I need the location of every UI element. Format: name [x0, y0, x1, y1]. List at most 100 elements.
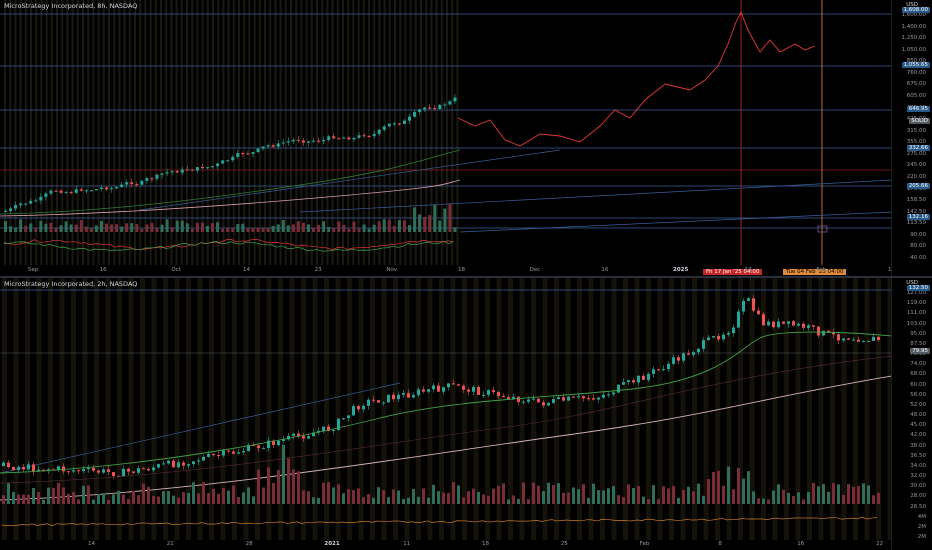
- price-tick-label: 80.00: [910, 243, 926, 250]
- volume-bar: [477, 491, 480, 504]
- candle-body: [477, 386, 480, 395]
- volume-bar: [102, 493, 105, 504]
- candle-body: [577, 396, 580, 398]
- candle-body: [115, 187, 119, 189]
- session-stripe: [439, 278, 444, 540]
- top-currency-label: USD: [906, 2, 918, 8]
- top-chart-canvas[interactable]: [0, 0, 892, 276]
- volume-bar: [122, 494, 125, 504]
- volume-bar: [317, 224, 321, 232]
- candle-body: [332, 430, 335, 432]
- candle-body: [392, 394, 395, 400]
- bottom-price-axis[interactable]: USD 127.00 119.00 111.00 103.00 95.00 87.50 79…: [891, 278, 932, 550]
- volume-bar: [92, 499, 95, 504]
- candle-body: [281, 142, 285, 144]
- candle-body: [24, 203, 28, 205]
- price-tick-label: 275.00: [906, 150, 926, 157]
- session-stripe: [128, 0, 131, 265]
- bottom-time-axis[interactable]: 14 21 28 2021 11 18 25 Feb 8 16 22: [0, 540, 892, 550]
- volume-bar: [84, 226, 88, 232]
- time-tick-label: 14: [744, 267, 752, 273]
- volume-bar: [94, 225, 98, 232]
- top-chart-pane[interactable]: MicroStrategy Incorporated, 8h, NASDAQ U…: [0, 0, 932, 276]
- candle-body: [99, 187, 103, 190]
- session-stripe: [105, 278, 111, 540]
- price-tick-label: 38.00: [910, 442, 926, 449]
- candle-body: [402, 120, 406, 125]
- top-price-axis[interactable]: USD 1,600.00 1,400.00 1,250.00 1,050.00 850.…: [891, 0, 932, 276]
- session-stripe: [71, 278, 76, 540]
- volume-bar: [487, 495, 490, 504]
- candle-body: [74, 189, 78, 193]
- volume-bar: [687, 486, 690, 504]
- candle-body: [417, 389, 420, 396]
- session-stripe: [761, 278, 766, 540]
- session-stripe: [290, 0, 292, 265]
- top-time-axis[interactable]: Fri 17 Jan '25 04:00 Tue 04 Feb '25 04:0…: [0, 266, 892, 276]
- price-tick-label: 605.00: [906, 93, 926, 99]
- volume-bar: [737, 467, 740, 504]
- candle-body: [59, 190, 63, 193]
- candle-body: [32, 464, 35, 472]
- session-stripe: [301, 278, 306, 540]
- time-tick-label: Feb: [816, 267, 827, 273]
- session-stripe: [634, 278, 640, 540]
- candle-body: [462, 385, 465, 390]
- volume-bar: [387, 497, 390, 504]
- candle-body: [807, 325, 810, 328]
- volume-bar: [437, 491, 440, 504]
- candle-body: [402, 393, 405, 395]
- volume-bar: [732, 489, 735, 504]
- session-stripe: [336, 0, 339, 265]
- candle-body: [14, 205, 18, 209]
- trend-line: [139, 149, 561, 211]
- volume-bar: [397, 490, 400, 504]
- volume-bar: [39, 220, 43, 232]
- price-tick-label: 36.50: [910, 452, 926, 459]
- session-stripe: [108, 0, 110, 265]
- candle-body: [272, 440, 275, 446]
- volume-bar: [438, 220, 442, 232]
- price-tick-label: 2M: [917, 534, 926, 540]
- session-stripe: [657, 278, 663, 540]
- price-tick-label: 158.50: [906, 197, 926, 204]
- bottom-chart-pane[interactable]: MicroStrategy Incorporated, 2h, NASDAQ U…: [0, 278, 932, 550]
- session-stripe: [212, 0, 214, 265]
- candle-body: [567, 396, 570, 401]
- volume-bar: [262, 487, 265, 504]
- candle-body: [792, 321, 795, 326]
- candle-body: [170, 171, 174, 173]
- session-stripe: [342, 0, 344, 265]
- pane-separator[interactable]: [0, 276, 932, 278]
- candle-body: [467, 389, 470, 392]
- candle-body: [162, 463, 165, 465]
- volume-bar: [747, 471, 750, 504]
- candle-body: [432, 385, 435, 390]
- session-stripe: [416, 278, 421, 540]
- session-stripe: [295, 0, 298, 265]
- session-stripe: [220, 278, 226, 540]
- volume-bar: [9, 226, 13, 232]
- candle-body: [226, 160, 230, 162]
- volume-bar: [382, 219, 386, 232]
- volume-bar: [29, 223, 33, 232]
- candle-body: [337, 138, 341, 140]
- candle-body: [667, 363, 670, 370]
- session-stripe: [19, 0, 22, 265]
- session-stripe: [519, 278, 525, 540]
- volume-bar: [185, 223, 189, 232]
- price-tick-label: 675.00: [906, 81, 926, 88]
- volume-bar: [807, 491, 810, 504]
- volume-bar: [37, 492, 40, 504]
- session-stripe: [266, 278, 272, 540]
- candle-body: [407, 393, 410, 398]
- candle-body: [160, 173, 164, 175]
- session-stripe: [324, 278, 329, 540]
- candle-body: [392, 123, 396, 125]
- candle-body: [453, 97, 457, 102]
- bottom-chart-canvas[interactable]: [0, 278, 892, 550]
- candle-body: [537, 398, 540, 403]
- session-stripe: [404, 0, 407, 265]
- session-stripe: [61, 0, 64, 265]
- volume-bar: [472, 488, 475, 504]
